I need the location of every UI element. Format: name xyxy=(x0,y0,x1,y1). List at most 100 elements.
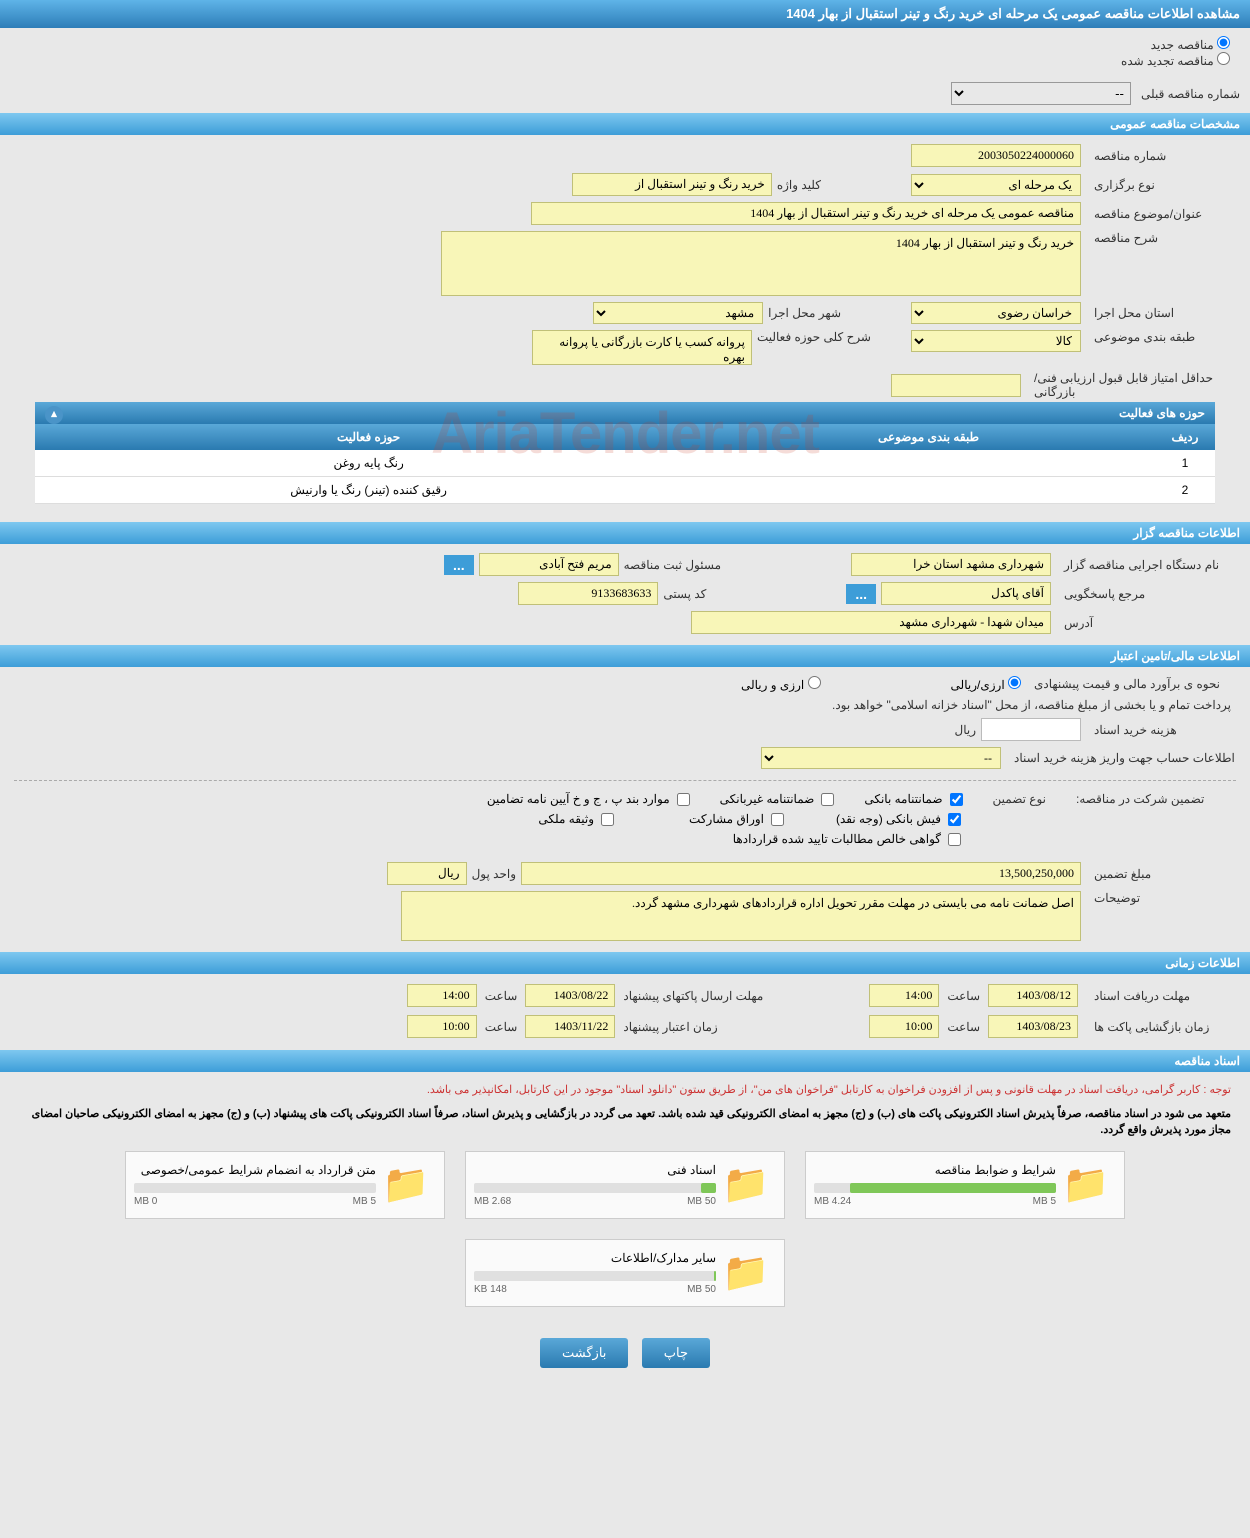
category-select[interactable]: کالا xyxy=(911,330,1081,352)
postal-label: کد پستی xyxy=(663,587,706,601)
open-date[interactable] xyxy=(988,1015,1078,1038)
rial-unit: ریال xyxy=(954,723,976,737)
city-select[interactable]: مشهد xyxy=(593,302,763,324)
file-current: 2.68 MB xyxy=(474,1196,511,1207)
postal-input[interactable] xyxy=(518,582,658,605)
validity-label: زمان اعتبار پیشنهاد xyxy=(623,1020,793,1034)
address-input[interactable] xyxy=(691,611,1051,634)
exec-type-label: نوع برگزاری xyxy=(1086,178,1236,192)
collapse-icon[interactable]: ▴ xyxy=(45,406,63,424)
amount-label: مبلغ تضمین xyxy=(1086,867,1236,881)
progress-bar xyxy=(474,1183,716,1193)
exec-dev-label: نام دستگاه اجرایی مناقصه گزار xyxy=(1056,558,1236,572)
file-block[interactable]: 📁 سایر مدارک/اطلاعات 50 MB148 KB xyxy=(465,1239,785,1307)
doccost-input[interactable] xyxy=(981,718,1081,741)
radio-rialonly[interactable]: ارزی/ریالی xyxy=(951,676,1021,692)
guarantee-label: تضمین شرکت در مناقصه: xyxy=(1076,792,1231,806)
contact-more-btn[interactable]: ... xyxy=(846,584,876,604)
open-label: زمان بازگشایی پاکت ها xyxy=(1086,1020,1236,1034)
scope-textarea[interactable] xyxy=(532,330,752,365)
contact-label: مرجع پاسخگویی xyxy=(1056,587,1236,601)
reg-officer-more-btn[interactable]: ... xyxy=(444,555,474,575)
send-dl-date[interactable] xyxy=(525,984,615,1007)
exec-dev-input[interactable] xyxy=(851,553,1051,576)
back-button[interactable]: بازگشت xyxy=(540,1338,628,1368)
file-max: 50 MB xyxy=(687,1284,716,1295)
recv-dl-time[interactable] xyxy=(869,984,939,1007)
file-block[interactable]: 📁 شرایط و ضوابط مناقصه 5 MB4.24 MB xyxy=(805,1151,1125,1219)
file-current: 0 MB xyxy=(134,1196,157,1207)
province-select[interactable]: خراسان رضوی xyxy=(911,302,1081,324)
radio-renewed-tender-input[interactable] xyxy=(1217,52,1230,65)
topic-input[interactable] xyxy=(531,202,1081,225)
number-input[interactable] xyxy=(911,144,1081,167)
chk-property-deposit[interactable]: وثیقه ملکی xyxy=(538,812,614,826)
contact-input[interactable] xyxy=(881,582,1051,605)
amount-input[interactable] xyxy=(521,862,1081,885)
category-label: طبقه بندی موضوعی xyxy=(1086,330,1236,344)
folder-icon: 📁 xyxy=(376,1160,436,1210)
doccost-label: هزینه خرید اسناد xyxy=(1086,723,1236,737)
validity-time[interactable] xyxy=(407,1015,477,1038)
chk-regulation-items[interactable]: موارد بند پ ، ج و خ آیین نامه تضامین xyxy=(487,792,690,806)
time-label-4: ساعت xyxy=(485,1020,518,1034)
reg-officer-label: مسئول ثبت مناقصه xyxy=(624,558,721,572)
topic-label: عنوان/موضوع مناقصه xyxy=(1086,207,1236,221)
file-block[interactable]: 📁 متن قرارداد به انضمام شرایط عمومی/خصوص… xyxy=(125,1151,445,1219)
file-title: متن قرارداد به انضمام شرایط عمومی/خصوصی xyxy=(134,1163,376,1177)
red-note: توجه : کاربر گرامی، دریافت اسناد در مهلت… xyxy=(4,1078,1246,1104)
file-title: شرایط و ضوابط مناقصه xyxy=(814,1163,1056,1177)
radio-new-tender[interactable]: مناقصه جدید xyxy=(1151,38,1230,52)
folder-icon: 📁 xyxy=(716,1248,776,1298)
fin-notes-textarea[interactable] xyxy=(401,891,1081,941)
guarantee-type-label: نوع تضمین xyxy=(993,792,1046,806)
desc-label: شرح مناقصه xyxy=(1086,231,1236,245)
file-max: 5 MB xyxy=(1033,1196,1056,1207)
validity-date[interactable] xyxy=(525,1015,615,1038)
radio-new-tender-label: مناقصه جدید xyxy=(1151,38,1214,52)
bold-note: متعهد می شود در اسناد مناقصه، صرفاً پذیر… xyxy=(4,1104,1246,1141)
scope-label: شرح کلی حوزه فعالیت xyxy=(757,330,871,344)
minscore-input[interactable] xyxy=(891,374,1021,397)
prev-tender-label: شماره مناقصه قبلی xyxy=(1141,87,1240,101)
send-dl-time[interactable] xyxy=(407,984,477,1007)
open-time[interactable] xyxy=(869,1015,939,1038)
radio-new-tender-input[interactable] xyxy=(1217,36,1230,49)
recv-dl-date[interactable] xyxy=(988,984,1078,1007)
file-max: 50 MB xyxy=(687,1196,716,1207)
radio-renewed-tender[interactable]: مناقصه تجدید شده xyxy=(1121,54,1230,68)
time-label-2: ساعت xyxy=(485,989,518,1003)
section-organizer: اطلاعات مناقصه گزار xyxy=(0,522,1250,544)
keyword-label: کلید واژه xyxy=(777,178,821,192)
fin-notes-label: توضیحات xyxy=(1086,891,1236,905)
folder-icon: 📁 xyxy=(1056,1160,1116,1210)
keyword-input[interactable] xyxy=(572,173,772,196)
file-block[interactable]: 📁 اسناد فنی 50 MB2.68 MB xyxy=(465,1151,785,1219)
province-label: استان محل اجرا xyxy=(1086,306,1236,320)
radio-renewed-tender-label: مناقصه تجدید شده xyxy=(1121,54,1214,68)
time-label-3: ساعت xyxy=(947,1020,980,1034)
chk-bank-receipt[interactable]: فیش بانکی (وجه نقد) xyxy=(836,812,961,826)
deposit-account-select[interactable]: -- xyxy=(761,747,1001,769)
prev-tender-select[interactable]: -- xyxy=(951,82,1131,105)
desc-textarea[interactable] xyxy=(441,231,1081,296)
recv-dl-label: مهلت دریافت اسناد xyxy=(1086,989,1236,1003)
table-row: 2رقیق کننده (تینر) رنگ یا وارنیش xyxy=(35,477,1215,504)
chk-bank-guarantee[interactable]: ضمانتنامه بانکی xyxy=(864,792,962,806)
col-area: حوزه فعالیت xyxy=(35,424,702,450)
activity-table: ردیف طبقه بندی موضوعی حوزه فعالیت 1رنگ پ… xyxy=(35,424,1215,504)
unit-label: واحد پول xyxy=(472,867,516,881)
chk-approved-receivables[interactable]: گواهی خالص مطالبات تایید شده قراردادها xyxy=(733,832,961,846)
progress-bar xyxy=(814,1183,1056,1193)
unit-input[interactable] xyxy=(387,862,467,885)
chk-nonbank-guarantee[interactable]: ضمانتنامه غیربانکی xyxy=(720,792,835,806)
reg-officer-input[interactable] xyxy=(479,553,619,576)
section-general: مشخصات مناقصه عمومی xyxy=(0,113,1250,135)
exec-type-select[interactable]: یک مرحله ای xyxy=(911,174,1081,196)
address-label: آدرس xyxy=(1056,616,1236,630)
chk-partnership-bonds[interactable]: اوراق مشارکت xyxy=(689,812,784,826)
print-button[interactable]: چاپ xyxy=(642,1338,710,1368)
radio-currency-rial[interactable]: ارزی و ریالی xyxy=(741,676,821,692)
activity-header[interactable]: حوزه های فعالیت ▴ xyxy=(35,402,1215,424)
table-row: 1رنگ پایه روغن xyxy=(35,450,1215,477)
